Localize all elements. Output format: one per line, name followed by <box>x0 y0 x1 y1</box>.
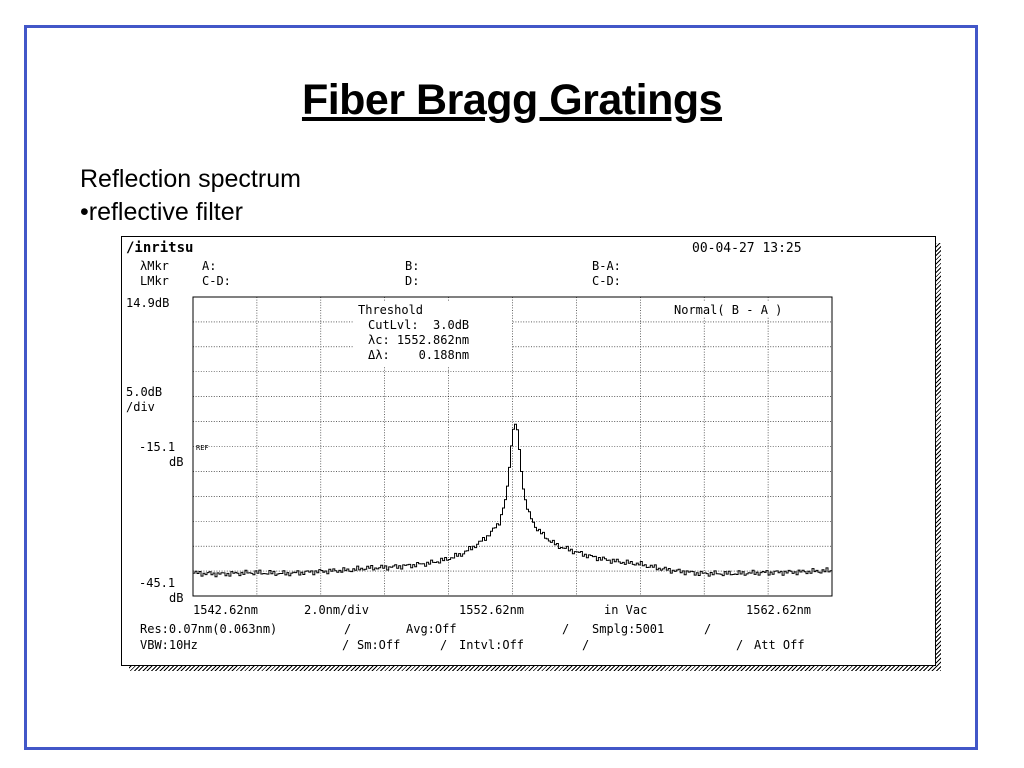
brand-logo: /inritsu <box>126 240 193 256</box>
readout-method: Threshold <box>358 303 423 317</box>
averaging-setting: Avg:Off <box>406 622 457 636</box>
settings-separator: / <box>440 638 447 652</box>
smoothing-setting: Sm:Off <box>357 638 400 652</box>
settings-separator: / <box>562 622 569 636</box>
interval-setting: Intvl:Off <box>459 638 524 652</box>
display-mode: Normal( B - A ) <box>674 303 782 317</box>
mode-backdrop <box>670 301 830 317</box>
readout-bandwidth: Δλ: 0.188nm <box>368 348 469 362</box>
y-ref-unit: dB <box>169 455 183 469</box>
slide-subtitle: Reflection spectrum <box>80 165 301 193</box>
x-center-label: 1552.62nm <box>459 603 524 617</box>
marker-a: A: <box>202 259 216 273</box>
plot-border <box>192 296 833 597</box>
datetime: 00-04-27 13:25 <box>692 241 802 256</box>
x-start-label: 1542.62nm <box>193 603 258 617</box>
marker-b: B: <box>405 259 419 273</box>
x-stop-label: 1562.62nm <box>746 603 811 617</box>
y-scale-value: 5.0dB <box>126 385 162 399</box>
resolution-setting: Res:0.07nm(0.063nm) <box>140 622 277 636</box>
y-scale-unit: /div <box>126 400 155 414</box>
y-bottom-value: -45.1 <box>139 576 175 590</box>
ref-marker: REF <box>196 444 209 452</box>
readout-backdrop <box>354 301 512 367</box>
osa-screen: /inritsu 00-04-27 13:25 λMkr A: B: B-A: … <box>121 236 936 666</box>
settings-separator: / <box>582 638 589 652</box>
spectrum-trace <box>193 423 833 578</box>
level-marker-label: LMkr <box>140 274 169 288</box>
plot-grid <box>193 297 832 596</box>
marker-c: C-D: <box>202 274 231 288</box>
settings-separator: / <box>736 638 743 652</box>
y-bottom-unit: dB <box>169 591 183 605</box>
marker-b-minus-a: B-A: <box>592 259 621 273</box>
osa-display: /inritsu 00-04-27 13:25 λMkr A: B: B-A: … <box>126 240 833 652</box>
x-per-div-label: 2.0nm/div <box>304 603 369 617</box>
marker-d: D: <box>405 274 419 288</box>
x-medium-label: in Vac <box>604 603 647 617</box>
settings-separator: / <box>342 638 349 652</box>
marker-c-minus-d: C-D: <box>592 274 621 288</box>
attenuator-setting: Att Off <box>754 638 805 652</box>
settings-separator: / <box>704 622 711 636</box>
y-ref-value: -15.1 <box>139 440 175 454</box>
sampling-setting: Smplg:5001 <box>592 622 664 636</box>
readout-cut-level: CutLvl: 3.0dB <box>368 318 469 332</box>
settings-separator: / <box>344 622 351 636</box>
y-top-label: 14.9dB <box>126 296 169 310</box>
slide-title: Fiber Bragg Gratings <box>301 76 723 124</box>
readout-center-wavelength: λc: 1552.862nm <box>368 333 469 347</box>
wavelength-marker-label: λMkr <box>140 259 169 273</box>
slide-bullet: •reflective filter <box>80 198 243 226</box>
vbw-setting: VBW:10Hz <box>140 638 198 652</box>
